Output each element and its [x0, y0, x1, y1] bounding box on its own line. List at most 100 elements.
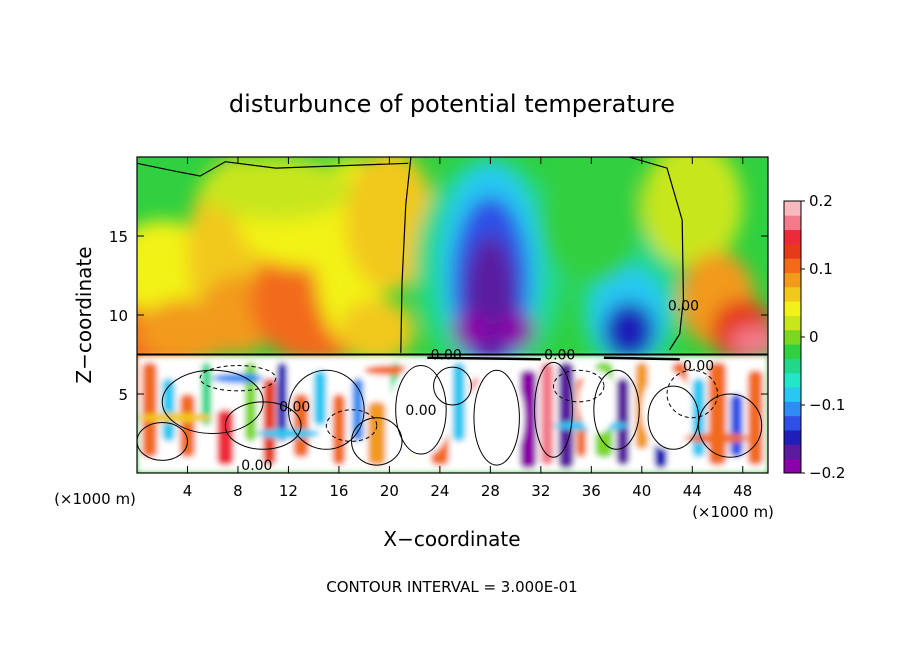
contour-line-dashed: [199, 365, 277, 392]
turbulence-streak: [730, 394, 743, 458]
colorbar-swatch: [784, 229, 801, 245]
x-tick-label: 48: [733, 482, 752, 500]
y-tick-label: 10: [109, 307, 128, 325]
turbulence-wisp: [137, 412, 213, 423]
turbulence-streak: [367, 401, 386, 466]
field-blob: [603, 302, 655, 360]
calm-pocket: [468, 367, 525, 469]
contour-line: [427, 356, 680, 361]
field-blob: [338, 299, 415, 363]
calm-pocket: [578, 370, 617, 434]
colorbar-swatch: [784, 258, 801, 273]
y-tick-label: 15: [109, 228, 128, 246]
colorbar-swatch: [784, 415, 801, 431]
colorbar-swatch: [784, 387, 801, 402]
colorbar-swatch: [784, 201, 801, 216]
contour-line: [395, 365, 447, 455]
colorbar-swatch: [784, 401, 801, 417]
x-tick-label: 44: [683, 482, 702, 500]
turbulence-streak: [332, 394, 346, 466]
x-tick-label: 36: [582, 482, 601, 500]
turbulence-streak: [162, 378, 175, 442]
contour-line-dashed: [325, 409, 378, 442]
turbulence-wisp: [685, 433, 750, 444]
colorbar-swatch: [784, 272, 801, 288]
colorbar-swatch: [784, 301, 801, 316]
contour-line: [534, 361, 573, 458]
colorbar-swatch: [784, 243, 801, 259]
contour-label: 0.00: [279, 400, 310, 416]
x-tick-label: 28: [481, 482, 500, 500]
upper-field: [137, 157, 768, 410]
contour-line: [137, 161, 409, 177]
colorbar-tick-label: −0.2: [809, 464, 845, 482]
turbulence-streak: [747, 370, 763, 466]
contour-line: [698, 393, 763, 458]
field-blob: [540, 157, 642, 284]
lower-turbulent-field: [137, 356, 768, 473]
contour-line: [137, 421, 188, 461]
colorbar-tick-label: 0.1: [809, 260, 833, 278]
turbulence-streak: [558, 362, 574, 469]
colorbar-swatch: [784, 344, 801, 359]
turbulence-streak: [520, 370, 537, 469]
colorbar: 0.2 0.1 0 −0.1 −0.2: [783, 192, 845, 482]
contour-label: 0.00: [405, 403, 436, 419]
colorbar-tick-label: 0.2: [809, 192, 833, 210]
calm-pocket: [641, 370, 693, 450]
contour-lines: [137, 157, 768, 466]
contour-labels: 0.00 0.00 0.00 0.00 0.00 0.00 0.00: [241, 299, 714, 474]
contour-line: [473, 369, 520, 466]
contour-line: [224, 401, 302, 450]
turbulence-wisp: [256, 428, 320, 439]
colorbar-swatch: [784, 458, 801, 474]
contour-label: 0.00: [431, 348, 462, 364]
turbulence-streak: [616, 378, 630, 466]
turbulence-streak: [452, 362, 466, 442]
x-tick-label: 16: [329, 482, 348, 500]
y-axis-label: Z−coordinate: [72, 246, 96, 383]
plot-area: 0.00 0.00 0.00 0.00 0.00 0.00 0.00: [137, 157, 768, 474]
turbulence-streak: [313, 370, 327, 426]
x-tick-label: 32: [531, 482, 550, 500]
contour-interval-note: CONTOUR INTERVAL = 3.000E-01: [326, 578, 577, 596]
turbulence-streak: [201, 362, 212, 426]
field-blob: [345, 157, 434, 292]
colorbar-swatch: [784, 315, 801, 331]
contour-label: 0.00: [668, 299, 699, 315]
colorbar-swatch: [784, 358, 801, 374]
field-blob: [200, 157, 352, 221]
y-axis: 5 10 15: [109, 228, 768, 404]
turbulence-streak: [179, 394, 196, 458]
x-unit-label-left: (×1000 m): [54, 490, 136, 508]
calm-pocket: [389, 362, 453, 458]
colorbar-tick-label: −0.1: [809, 396, 845, 414]
contour-line: [433, 366, 472, 406]
field-blob: [496, 311, 535, 350]
x-tick-label: 40: [632, 482, 651, 500]
colorbar-tick-label: 0: [809, 328, 819, 346]
colorbar-swatch: [784, 329, 801, 345]
x-axis-label: X−coordinate: [383, 527, 520, 551]
colorbar-swatch: [784, 215, 801, 231]
contour-label: 0.00: [241, 458, 272, 474]
turbulence-streak: [142, 362, 158, 458]
colorbar-swatch: [784, 444, 801, 460]
turbulence-streak: [540, 362, 554, 466]
contour-line-dashed: [552, 369, 605, 403]
x-unit-label-right: (×1000 m): [692, 503, 774, 521]
x-axis: 4 8 12 16 20 24 28 32 36 40 44 48: [183, 157, 752, 500]
x-tick-label: 8: [233, 482, 243, 500]
turbulence-streak: [277, 362, 288, 442]
field-blob: [730, 326, 768, 358]
chart-title: disturbunce of potential temperature: [229, 90, 675, 118]
x-tick-label: 4: [183, 482, 193, 500]
turbulence-streak: [263, 378, 276, 466]
contour-line-dashed: [666, 369, 719, 419]
field-blob: [641, 157, 743, 268]
x-tick-label: 20: [380, 482, 399, 500]
contour-label: 0.00: [544, 348, 575, 364]
x-tick-label: 12: [279, 482, 298, 500]
turbulence-streak: [217, 409, 234, 466]
